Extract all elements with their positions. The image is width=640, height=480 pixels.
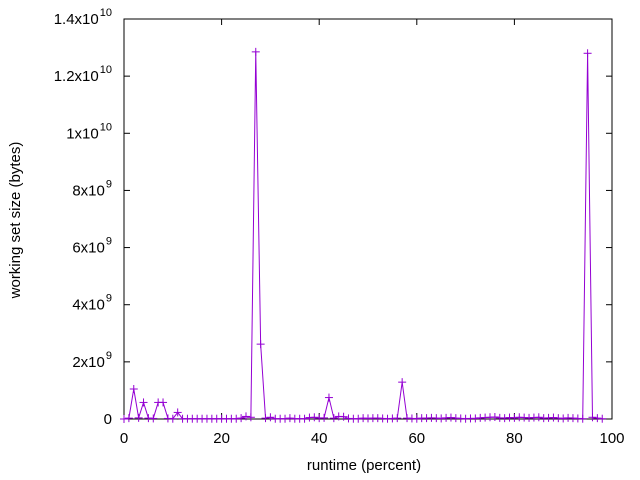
data-point-marker [437, 414, 446, 423]
y-tick-label: 8x10 [72, 182, 105, 199]
data-point-marker [266, 413, 275, 422]
data-point-marker [393, 414, 402, 423]
y-tick-exponent: 9 [106, 293, 112, 305]
x-axis-ticks: 0 20 40 60 80 100 [120, 19, 625, 447]
data-point-marker [134, 413, 143, 422]
data-point-marker [129, 385, 138, 393]
x-tick-label: 20 [213, 430, 230, 447]
x-tick-label: 40 [311, 430, 328, 447]
data-point-marker [510, 413, 519, 422]
y-tick-exponent: 10 [100, 7, 112, 19]
data-point-marker [173, 408, 182, 417]
y-tick-label: 6x10 [72, 240, 105, 257]
data-point-marker [281, 414, 290, 423]
data-point-marker [549, 413, 558, 422]
x-axis-label: runtime (percent) [307, 457, 421, 474]
data-point-marker [232, 414, 241, 423]
data-point-marker [471, 414, 480, 423]
data-point-marker [354, 414, 363, 423]
y-tick-label: 1.4x10 [54, 11, 99, 28]
y-tick-exponent: 10 [100, 121, 112, 133]
data-point-marker [237, 414, 246, 423]
data-point-marker [500, 414, 509, 423]
data-point-marker [446, 413, 455, 422]
y-tick-label: 1.2x10 [54, 68, 99, 85]
data-point-marker [583, 49, 592, 58]
data-point-marker [124, 414, 133, 423]
y-tick-exponent: 9 [106, 350, 112, 362]
data-point-marker [559, 414, 568, 423]
data-point-marker [588, 413, 597, 422]
data-point-marker [168, 414, 177, 423]
data-point-marker [285, 414, 294, 423]
y-tick-label: 0 [104, 411, 112, 428]
plot-frame [123, 18, 613, 420]
data-point-marker [329, 414, 338, 423]
data-point-marker [300, 414, 309, 423]
data-point-marker [120, 415, 128, 423]
y-tick-exponent: 9 [106, 236, 112, 248]
data-point-marker [578, 414, 587, 423]
data-point-marker [398, 378, 407, 387]
data-point-marker [324, 393, 333, 402]
data-point-marker [412, 414, 421, 423]
data-point-marker [320, 413, 329, 422]
data-point-marker [159, 398, 168, 407]
data-point-marker [149, 414, 158, 423]
data-point-marker [534, 413, 543, 422]
y-tick-label: 1x10 [66, 125, 99, 142]
data-point-marker [251, 47, 260, 56]
data-point-marker [339, 412, 348, 421]
y-tick-label: 4x10 [72, 297, 105, 314]
data-point-marker [139, 398, 148, 407]
data-point-marker [490, 413, 499, 421]
x-tick-label: 80 [506, 430, 523, 447]
data-point-marker [256, 340, 265, 349]
data-point-marker [242, 412, 250, 421]
x-tick-label: 60 [408, 430, 425, 447]
data-point-marker [310, 413, 319, 422]
data-point-marker [593, 414, 602, 423]
y-tick-label: 2x10 [72, 354, 105, 371]
series-layer [120, 47, 607, 423]
y-tick-exponent: 9 [106, 178, 112, 190]
series-line [123, 51, 603, 420]
y-tick-exponent: 10 [100, 64, 112, 76]
y-axis-ticks: 092x1094x1096x1098x10101x10101.2x10101.4… [54, 7, 612, 428]
data-point-marker [598, 414, 607, 423]
data-point-marker [246, 413, 255, 422]
y-axis-label: working set size (bytes) [7, 142, 24, 300]
x-tick-label: 0 [120, 430, 128, 447]
x-tick-label: 100 [599, 430, 624, 447]
data-point-marker [261, 414, 270, 423]
